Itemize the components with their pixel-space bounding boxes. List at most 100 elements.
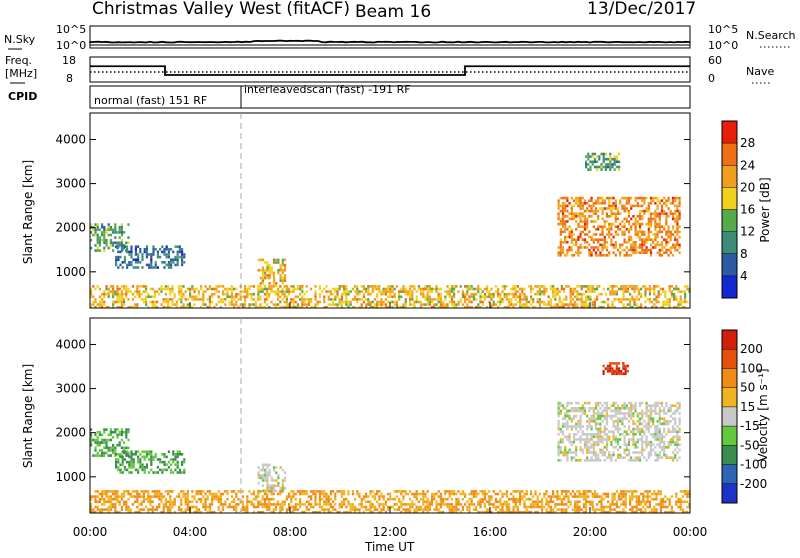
velocity-echo-cell [116,434,118,437]
power-echo-cell [149,301,151,304]
power-echo-cell [635,225,637,228]
velocity-echo-cell [637,430,639,433]
power-echo-cell [510,293,512,296]
power-echo-cell [609,158,611,161]
power-echo-cell [354,298,356,301]
velocity-echo-cell [125,506,127,509]
power-echo-cell [92,296,94,299]
velocity-echo-cell [639,459,641,462]
power-echo-cell [630,254,632,257]
power-echo-cell [610,223,612,226]
velocity-echo-cell [442,501,444,504]
velocity-echo-cell [181,461,183,464]
power-echo-cell [604,199,606,202]
power-echo-cell [560,246,562,249]
power-echo-cell [617,225,619,228]
velocity-echo-cell [119,456,121,459]
power-echo-cell [604,202,606,205]
power-echo-cell [343,301,345,304]
power-echo-cell [433,288,435,291]
power-echo-cell [124,258,126,261]
velocity-echo-cell [621,456,623,459]
power-echo-cell [394,301,396,304]
velocity-echo-cell [582,425,584,428]
velocity-echo-cell [119,469,121,472]
power-echo-cell [676,223,678,226]
velocity-echo-cell [495,506,497,509]
velocity-echo-cell [92,439,94,442]
velocity-echo-cell [621,407,623,410]
velocity-echo-cell [103,454,105,457]
velocity-echo-cell [651,493,653,496]
power-echo-cell [624,210,626,213]
power-echo-cell [650,202,652,205]
velocity-echo-cell [174,453,176,456]
power-echo-cell [650,199,652,202]
velocity-echo-cell [101,495,103,498]
velocity-ytick-label: 2000 [55,426,86,440]
velocity-echo-cell [638,495,640,498]
power-echo-cell [424,288,426,291]
velocity-echo-cell [543,493,545,496]
velocity-echo-cell [424,508,426,511]
power-echo-cell [629,293,631,296]
power-echo-cell [599,254,601,257]
power-echo-cell [576,303,578,306]
velocity-echo-cell [686,490,688,493]
velocity-echo-cell [597,443,599,446]
power-echo-cell [504,293,506,296]
velocity-echo-cell [473,495,475,498]
velocity-echo-cell [521,495,523,498]
power-echo-cell [504,288,506,291]
velocity-echo-cell [435,508,437,511]
velocity-echo-cell [523,501,525,504]
power-echo-cell [385,298,387,301]
power-echo-cell [345,293,347,296]
velocity-echo-cell [606,443,608,446]
velocity-echo-cell [676,436,678,439]
velocity-echo-cell [475,506,477,509]
velocity-echo-cell [449,503,451,506]
velocity-echo-cell [110,490,112,493]
velocity-echo-cell [147,493,149,496]
power-echo-cell [630,228,632,231]
velocity-echo-cell [224,501,226,504]
velocity-echo-cell [558,407,560,410]
velocity-echo-cell [652,433,654,436]
velocity-echo-cell [358,508,360,511]
velocity-echo-cell [647,498,649,501]
power-echo-cell [610,241,612,244]
power-echo-cell [599,197,601,200]
power-echo-cell [101,226,103,229]
velocity-echo-cell [136,493,138,496]
velocity-echo-cell [257,490,259,493]
power-echo-cell [606,220,608,223]
power-echo-cell [508,293,510,296]
velocity-echo-cell [599,449,601,452]
power-echo-cell [556,303,558,306]
power-echo-cell [284,285,286,288]
velocity-echo-cell [482,490,484,493]
power-echo-cell [185,298,187,301]
velocity-echo-cell [119,431,121,434]
power-echo-cell [560,251,562,254]
velocity-echo-cell [306,501,308,504]
velocity-echo-cell [328,498,330,501]
velocity-echo-cell [591,443,593,446]
velocity-echo-cell [141,495,143,498]
velocity-echo-cell [105,493,107,496]
power-echo-cell [641,218,643,221]
velocity-echo-cell [595,451,597,454]
velocity-echo-cell [114,498,116,501]
velocity-echo-cell [679,428,681,431]
velocity-echo-cell [674,428,676,431]
power-echo-cell [299,293,301,296]
power-echo-cell [592,161,594,164]
power-echo-cell [174,264,176,267]
power-echo-cell [325,290,327,293]
power-echo-cell [632,215,634,218]
velocity-echo-cell [679,438,681,441]
power-echo-cell [615,233,617,236]
velocity-echo-cell [617,417,619,420]
power-echo-cell [607,303,609,306]
